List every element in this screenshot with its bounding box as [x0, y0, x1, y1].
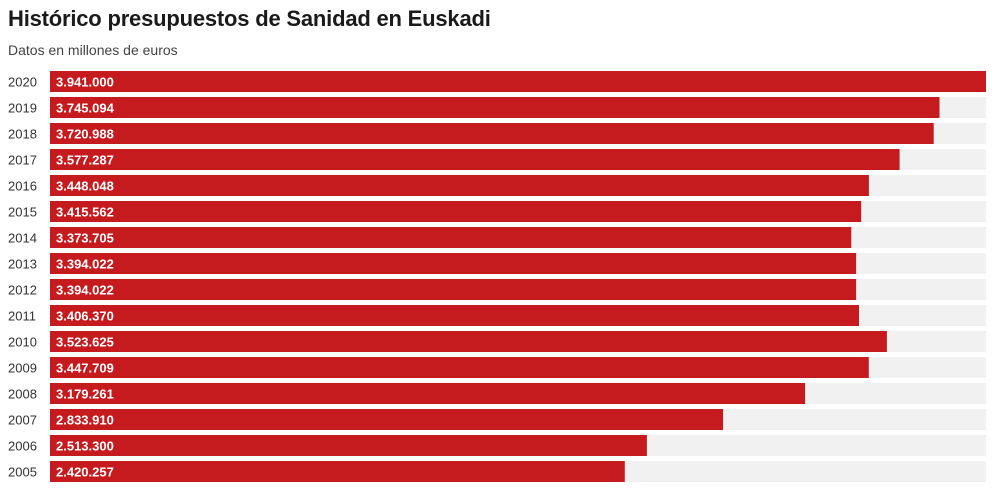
- chart-title: Histórico presupuestos de Sanidad en Eus…: [8, 6, 491, 31]
- bar: [50, 279, 857, 300]
- year-label: 2016: [8, 179, 37, 194]
- year-label: 2013: [8, 257, 37, 272]
- bar-value-label: 3.577.287: [56, 153, 114, 168]
- year-label: 2017: [8, 153, 37, 168]
- bar-value-label: 3.406.370: [56, 309, 114, 324]
- bar-value-label: 3.373.705: [56, 231, 114, 246]
- year-label: 2011: [8, 309, 36, 324]
- bar: [50, 227, 852, 248]
- bar-value-label: 2.420.257: [56, 465, 114, 480]
- bar: [50, 201, 862, 222]
- year-label: 2018: [8, 127, 37, 142]
- bar-value-label: 3.745.094: [56, 101, 115, 116]
- bar: [50, 435, 647, 456]
- bar-value-label: 3.720.988: [56, 127, 114, 142]
- year-label: 2009: [8, 361, 37, 376]
- bar-value-label: 3.415.562: [56, 205, 114, 220]
- year-label: 2005: [8, 465, 37, 480]
- bar-value-label: 2.833.910: [56, 413, 114, 428]
- year-label: 2012: [8, 283, 37, 298]
- bar-value-label: 3.394.022: [56, 283, 114, 298]
- bar-value-label: 3.941.000: [56, 75, 114, 90]
- year-label: 2019: [8, 101, 37, 116]
- year-label: 2020: [8, 75, 37, 90]
- bar-value-label: 3.394.022: [56, 257, 114, 272]
- bar-value-label: 2.513.300: [56, 439, 114, 454]
- bar: [50, 383, 806, 404]
- bar: [50, 175, 869, 196]
- bar: [50, 409, 724, 430]
- year-label: 2010: [8, 335, 37, 350]
- year-label: 2006: [8, 439, 37, 454]
- bar-value-label: 3.523.625: [56, 335, 114, 350]
- year-label: 2014: [8, 231, 37, 246]
- chart-subtitle: Datos en millones de euros: [8, 42, 178, 58]
- year-label: 2015: [8, 205, 37, 220]
- bar: [50, 123, 934, 144]
- bar: [50, 331, 887, 352]
- year-label: 2008: [8, 387, 37, 402]
- bar-value-label: 3.448.048: [56, 179, 114, 194]
- year-label: 2007: [8, 413, 37, 428]
- bar: [50, 357, 869, 378]
- bar: [50, 97, 940, 118]
- bar: [50, 253, 857, 274]
- bar: [50, 461, 625, 482]
- bar: [50, 71, 986, 92]
- bar: [50, 149, 900, 170]
- bar-value-label: 3.179.261: [56, 387, 114, 402]
- bar: [50, 305, 859, 326]
- bar-value-label: 3.447.709: [56, 361, 114, 376]
